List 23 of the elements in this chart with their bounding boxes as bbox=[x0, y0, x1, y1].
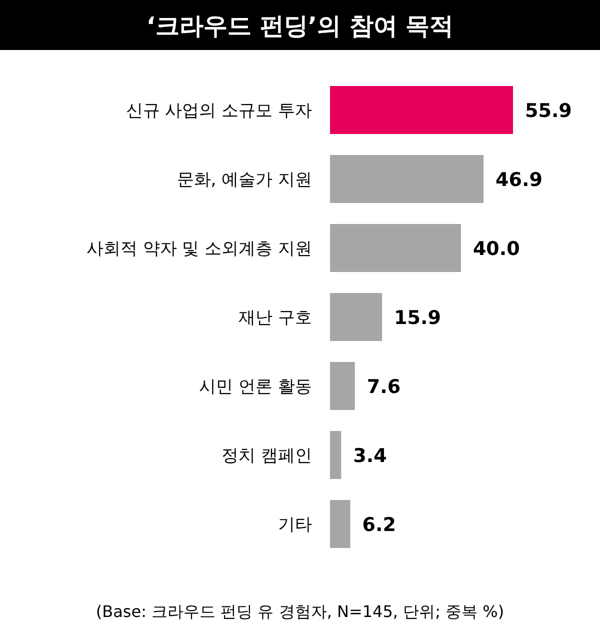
chart-title: ‘크라우드 펀딩’의 참여 목적 bbox=[146, 12, 454, 40]
data-label: 55.9 bbox=[525, 100, 572, 122]
bar bbox=[330, 86, 513, 134]
y-tick-label: 문화, 예술가 지원 bbox=[176, 170, 312, 190]
data-label: 7.6 bbox=[366, 376, 401, 398]
y-tick-label: 재난 구호 bbox=[238, 308, 312, 328]
bar bbox=[330, 362, 355, 410]
bar bbox=[330, 293, 382, 341]
data-label: 3.4 bbox=[353, 445, 387, 467]
bar bbox=[330, 431, 342, 479]
y-tick-label: 사회적 약자 및 소외계층 지원 bbox=[86, 239, 312, 259]
y-tick-label: 정치 캠페인 bbox=[222, 446, 312, 466]
y-tick-label: 신규 사업의 소규모 투자 bbox=[126, 101, 312, 121]
data-label: 6.2 bbox=[362, 514, 396, 536]
y-tick-label: 기타 bbox=[278, 515, 312, 535]
data-label: 40.0 bbox=[472, 238, 520, 260]
data-label: 15.9 bbox=[394, 307, 441, 329]
bar bbox=[330, 224, 461, 272]
bar bbox=[330, 500, 350, 548]
text: (Base: 크라우드 펀딩 유 경험자, N=145, 단위; 중복 %) bbox=[96, 602, 504, 621]
y-tick-label: 시민 언론 활동 bbox=[199, 377, 312, 397]
data-label: 46.9 bbox=[496, 169, 542, 191]
bar bbox=[330, 155, 484, 203]
